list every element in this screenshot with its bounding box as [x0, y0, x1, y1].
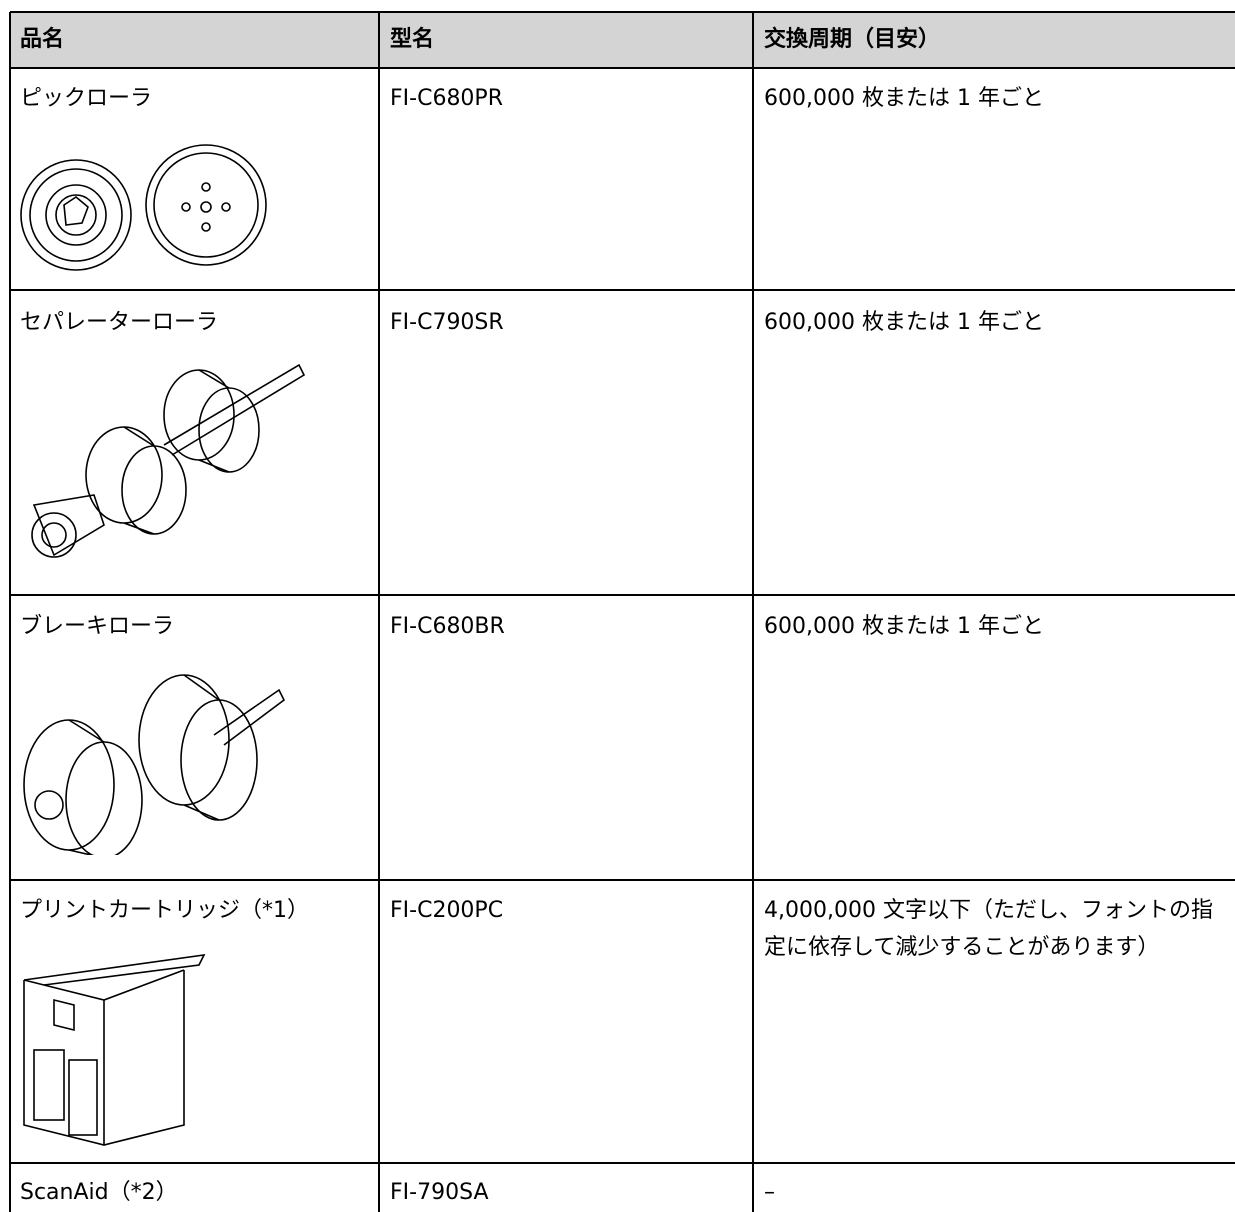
cell: FI-C790SR — [390, 310, 504, 335]
rule — [10, 1162, 1235, 1164]
header-cell: 型名 — [390, 27, 435, 52]
rule — [378, 12, 380, 1212]
rule — [10, 289, 1235, 291]
brake-roller-illustration — [23, 674, 286, 855]
cell: 600,000 枚または 1 年ごと — [764, 614, 1044, 639]
cell: 4,000,000 文字以下（ただし、フォントの指定に依存して減少することがあり… — [764, 898, 1213, 960]
cell: FI-C680PR — [390, 86, 503, 111]
cell: ScanAid（*2） — [20, 1180, 178, 1205]
cell: プリントカートリッジ（*1） — [20, 898, 309, 923]
cell: FI-790SA — [390, 1180, 489, 1205]
cell: FI-C200PC — [390, 898, 504, 923]
rule — [752, 12, 754, 1212]
header-cell: 品名 — [20, 27, 65, 52]
rule — [10, 879, 1235, 881]
cell: 600,000 枚または 1 年ごと — [764, 86, 1044, 111]
cell: ピックローラ — [20, 86, 153, 111]
rule — [10, 67, 1235, 69]
pick-roller-illustration — [20, 144, 267, 271]
print-cartridge-illustration — [23, 953, 206, 1146]
header-cell: 交換周期（目安） — [764, 27, 941, 52]
rule — [9, 12, 11, 1212]
header-background — [10, 12, 1235, 68]
cell: セパレーターローラ — [20, 310, 219, 335]
rule — [10, 594, 1235, 596]
cell: 600,000 枚または 1 年ごと — [764, 310, 1044, 335]
rule — [10, 11, 1235, 13]
separator-roller-illustration — [31, 363, 306, 558]
cell: ブレーキローラ — [20, 614, 175, 639]
cell: FI-C680BR — [390, 614, 505, 639]
cell: – — [764, 1180, 775, 1205]
